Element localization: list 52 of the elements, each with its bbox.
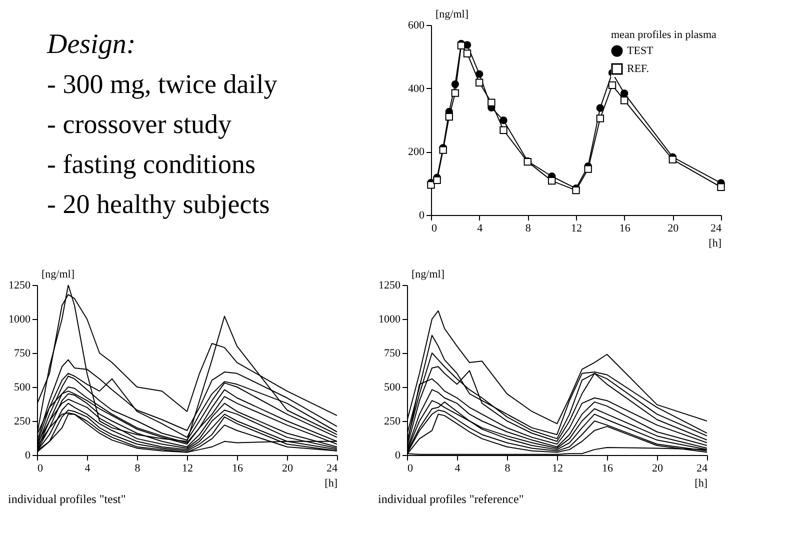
y-axis-title: [ng/ml] <box>42 268 74 280</box>
y-tick-label: 200 <box>408 146 425 158</box>
y-tick-label: 250 <box>384 416 401 428</box>
x-tick-label: 24 <box>710 222 722 234</box>
y-tick-label: 0 <box>419 210 425 222</box>
x-tick-label: 16 <box>232 462 244 474</box>
x-tick-label: 24 <box>326 462 338 474</box>
y-tick-label: 750 <box>384 348 401 360</box>
y-tick-label: 1250 <box>378 280 401 292</box>
text: individual profiles "reference" <box>378 492 524 506</box>
text: - fasting conditions <box>47 149 256 179</box>
y-tick-label: 750 <box>14 348 31 360</box>
x-tick-label: 20 <box>668 222 680 234</box>
x-tick-label: 4 <box>84 462 91 474</box>
legend-title: mean profiles in plasma <box>611 29 717 41</box>
text: Design: <box>46 29 136 60</box>
y-tick-label: 250 <box>14 416 31 428</box>
text: individual profiles "test" <box>8 492 126 506</box>
x-axis-title: [h] <box>708 238 722 250</box>
text: - 20 healthy subjects <box>47 189 270 219</box>
y-tick-label: 1000 <box>378 314 401 326</box>
text: - crossover study <box>47 109 232 139</box>
y-axis-title: [ng/ml] <box>436 8 468 20</box>
x-tick-label: 12 <box>552 462 563 474</box>
y-tick-label: 500 <box>384 382 401 394</box>
x-tick-label: 8 <box>525 222 532 234</box>
x-axis-title: [h] <box>694 478 708 490</box>
legend-label: REF. <box>627 63 650 75</box>
y-axis-title: [ng/ml] <box>412 268 444 280</box>
y-tick-label: 1000 <box>8 314 31 326</box>
x-tick-label: 8 <box>134 462 141 474</box>
x-tick-label: 8 <box>504 462 511 474</box>
y-tick-label: 1250 <box>8 280 31 292</box>
x-tick-label: 0 <box>432 222 438 234</box>
y-tick-label: 0 <box>395 450 401 462</box>
x-tick-label: 4 <box>454 462 461 474</box>
x-tick-label: 0 <box>38 462 44 474</box>
y-tick-label: 400 <box>408 82 425 95</box>
x-tick-label: 20 <box>652 462 664 474</box>
y-tick-label: 600 <box>408 20 425 32</box>
x-tick-label: 12 <box>571 222 582 234</box>
x-tick-label: 12 <box>182 462 193 474</box>
x-tick-label: 16 <box>602 462 614 474</box>
legend-label: TEST <box>627 45 654 57</box>
y-tick-label: 500 <box>14 382 31 394</box>
x-tick-label: 24 <box>696 462 708 474</box>
x-tick-label: 16 <box>619 222 631 234</box>
y-tick-label: 0 <box>25 450 31 462</box>
x-axis-title: [h] <box>324 478 338 490</box>
text: - 300 mg, twice daily <box>47 69 278 99</box>
x-tick-label: 20 <box>282 462 294 474</box>
x-tick-label: 4 <box>477 222 484 234</box>
